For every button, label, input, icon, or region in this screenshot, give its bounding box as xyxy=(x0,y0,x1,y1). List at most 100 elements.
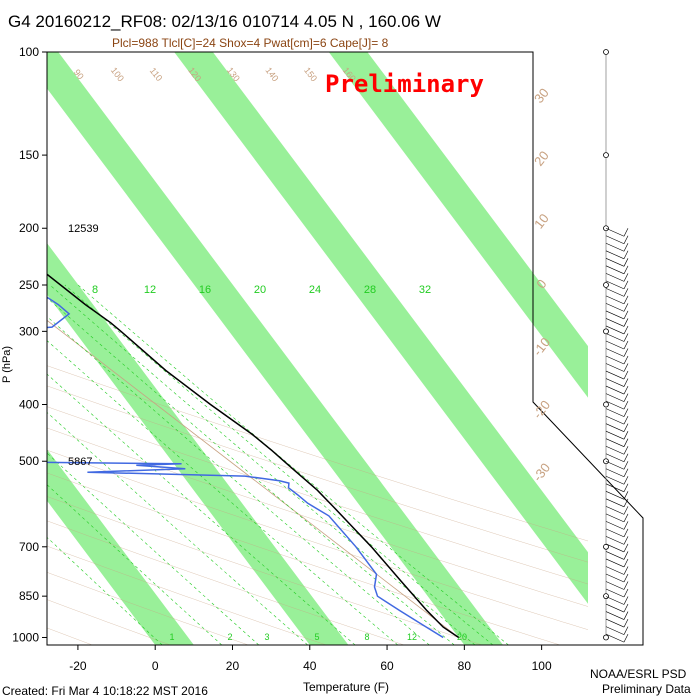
wind-barb-flag xyxy=(623,536,629,545)
x-tick-label: 20 xyxy=(226,659,240,673)
wind-barb xyxy=(605,491,625,500)
mixing-ratio-label: 8 xyxy=(364,632,369,642)
wind-barb-flag xyxy=(623,543,629,553)
wind-barb xyxy=(605,611,625,620)
wind-barb xyxy=(605,295,625,305)
wind-level-marker xyxy=(603,458,609,465)
wind-barb xyxy=(605,363,625,372)
wind-barb-flag xyxy=(623,333,629,342)
x-tick-label: 60 xyxy=(380,659,394,673)
wind-barb-flag xyxy=(623,521,629,530)
wind-barb-flag xyxy=(623,566,629,575)
isotherm-band xyxy=(47,243,349,645)
wind-barb-flag xyxy=(623,318,629,327)
wind-barb-flag xyxy=(623,506,629,515)
wind-barb xyxy=(605,378,625,387)
created-timestamp: Created: Fri Mar 4 10:18:22 MST 2016 xyxy=(2,684,208,698)
x-tick-label: 40 xyxy=(303,659,317,673)
y-tick-label: 400 xyxy=(19,397,39,411)
mixing-ratio-label: 8 xyxy=(92,284,98,296)
wind-barb xyxy=(605,265,625,275)
temperature-profile xyxy=(47,273,460,639)
wind-barb xyxy=(605,318,625,327)
dry-adiabat xyxy=(47,472,561,645)
wind-barb xyxy=(605,603,625,613)
wind-barb xyxy=(605,483,625,493)
isotherm-band xyxy=(174,52,588,604)
wind-barb-flag xyxy=(623,348,629,357)
wind-barb-flag xyxy=(623,250,629,259)
isotherm-band xyxy=(328,52,588,398)
dry-adiabat xyxy=(47,427,588,607)
wind-barb-flag xyxy=(623,408,629,417)
wind-barb-flag xyxy=(623,310,629,320)
mixing-ratio-label: 20 xyxy=(457,632,467,642)
wind-barb xyxy=(605,280,625,290)
wind-barb-flag xyxy=(623,603,629,613)
isotherm-label: 100 xyxy=(109,65,126,83)
x-tick-label: 0 xyxy=(152,659,159,673)
wind-barb-flag xyxy=(623,528,629,538)
mixing-ratio-label: 1 xyxy=(169,632,174,642)
wind-barb xyxy=(605,476,625,485)
wind-barb-flag xyxy=(623,378,629,387)
wind-barb xyxy=(605,468,625,478)
wind-barb-flag xyxy=(623,363,629,372)
wind-barb xyxy=(605,536,625,545)
wind-level-marker xyxy=(603,593,609,600)
y-axis-label: P (hPa) xyxy=(1,345,13,383)
wind-barb-flag xyxy=(623,611,629,620)
wind-barb-flag xyxy=(623,626,629,635)
isotherm-label: 90 xyxy=(72,67,86,81)
mixing-ratio-label: 28 xyxy=(364,284,376,296)
isotherm-label: 110 xyxy=(148,66,165,83)
wind-barb xyxy=(605,453,625,463)
mixing-ratio-line xyxy=(47,316,430,645)
mixing-ratio-label: 3 xyxy=(264,632,269,642)
wind-barb xyxy=(605,400,625,410)
wind-barb xyxy=(605,348,625,357)
x-tick-label: 80 xyxy=(458,659,472,673)
wind-level-marker xyxy=(603,328,609,335)
mixing-ratio-line xyxy=(47,536,163,645)
wind-barb xyxy=(605,355,625,365)
chart-subtitle: Plcl=988 Tlcl[C]=24 Shox=4 Pwat[cm]=6 Ca… xyxy=(112,36,389,50)
wind-barb-flag xyxy=(623,461,629,470)
wind-barb-flag xyxy=(623,618,629,628)
wind-barb xyxy=(605,408,625,417)
wind-barb-flag xyxy=(623,273,629,282)
wind-barb-flag xyxy=(623,438,629,447)
wind-barb xyxy=(605,227,625,237)
mixing-ratio-line xyxy=(64,284,494,645)
wind-barb xyxy=(605,333,625,342)
wind-barb-flag xyxy=(623,491,629,500)
wind-barb xyxy=(605,460,625,470)
wind-level-marker xyxy=(603,49,609,55)
wind-barb xyxy=(605,243,625,252)
wind-barb-flag xyxy=(623,280,629,289)
mixing-ratio-label: 16 xyxy=(199,284,211,296)
wind-barb-flag xyxy=(623,581,629,590)
wind-barb xyxy=(605,250,625,260)
wind-barb xyxy=(605,415,625,425)
y-tick-label: 100 xyxy=(19,45,39,59)
wind-barb xyxy=(605,528,625,538)
wind-barb-flag xyxy=(623,325,629,335)
wind-barb xyxy=(605,588,625,598)
wind-barb-flag xyxy=(623,288,629,297)
height-label: 5867 xyxy=(68,456,92,468)
wind-barb xyxy=(605,633,625,643)
mixing-ratio-label: 20 xyxy=(254,284,266,296)
wind-barb xyxy=(605,618,625,628)
mixing-ratio-label: 2 xyxy=(227,632,232,642)
mixing-ratio-label: 24 xyxy=(309,284,321,296)
wind-barb xyxy=(605,273,625,282)
wind-barb xyxy=(605,513,625,523)
wind-level-marker xyxy=(603,401,609,408)
dry-adiabat xyxy=(47,496,483,645)
wind-level-marker xyxy=(603,152,609,158)
wind-barb-flag xyxy=(623,596,629,605)
wind-barb xyxy=(605,566,625,575)
isotherm-label: 150 xyxy=(302,65,319,83)
mixing-ratio-line xyxy=(47,484,223,645)
